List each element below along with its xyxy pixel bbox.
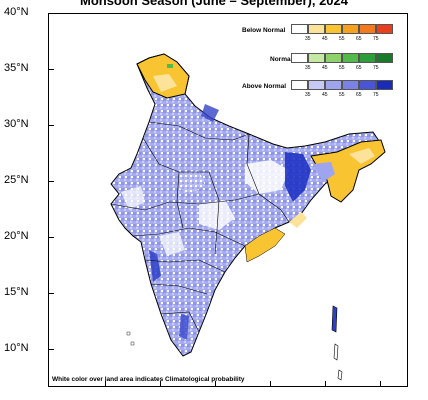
legend-tick: 65	[356, 92, 362, 98]
lat-label-15: 15°N	[4, 286, 29, 298]
legend-below-normal-label: Below Normal	[242, 27, 286, 34]
legend-normal-bar	[291, 53, 393, 63]
legend-tick: 35	[305, 36, 311, 42]
legend-tick: 65	[356, 65, 362, 71]
legend-tick: 35	[305, 65, 311, 71]
legend-tick: 55	[339, 65, 345, 71]
map-title: Monsoon Season (June – September), 2024	[79, 0, 349, 8]
india-landmass	[110, 53, 382, 357]
lat-label-35: 35°N	[4, 62, 29, 74]
lat-label-30: 30°N	[4, 118, 29, 130]
lat-label-20: 20°N	[4, 230, 29, 242]
legend-above-normal-label: Above Normal	[242, 83, 287, 90]
map-footnote: White color over land area indicates Cli…	[52, 376, 245, 383]
legend-tick: 35	[305, 92, 311, 98]
lat-label-10: 10°N	[4, 342, 29, 354]
legend-below-normal-bar	[291, 24, 393, 34]
legend-tick: 55	[339, 36, 345, 42]
legend-above-normal-bar	[291, 80, 393, 90]
lat-label-40: 40°N	[4, 6, 29, 18]
andaman-islands	[331, 305, 338, 333]
legend-tick: 75	[373, 92, 379, 98]
legend-tick: 65	[356, 36, 362, 42]
legend-tick: 45	[322, 92, 328, 98]
legend-tick: 75	[373, 36, 379, 42]
legend-tick: 75	[373, 65, 379, 71]
map-frame	[48, 13, 408, 387]
lat-label-25: 25°N	[4, 174, 29, 186]
india-map	[110, 53, 386, 381]
legend-tick: 45	[322, 65, 328, 71]
legend-tick: 45	[322, 36, 328, 42]
legend-tick: 55	[339, 92, 345, 98]
legend-normal-label: Normal	[270, 56, 293, 63]
